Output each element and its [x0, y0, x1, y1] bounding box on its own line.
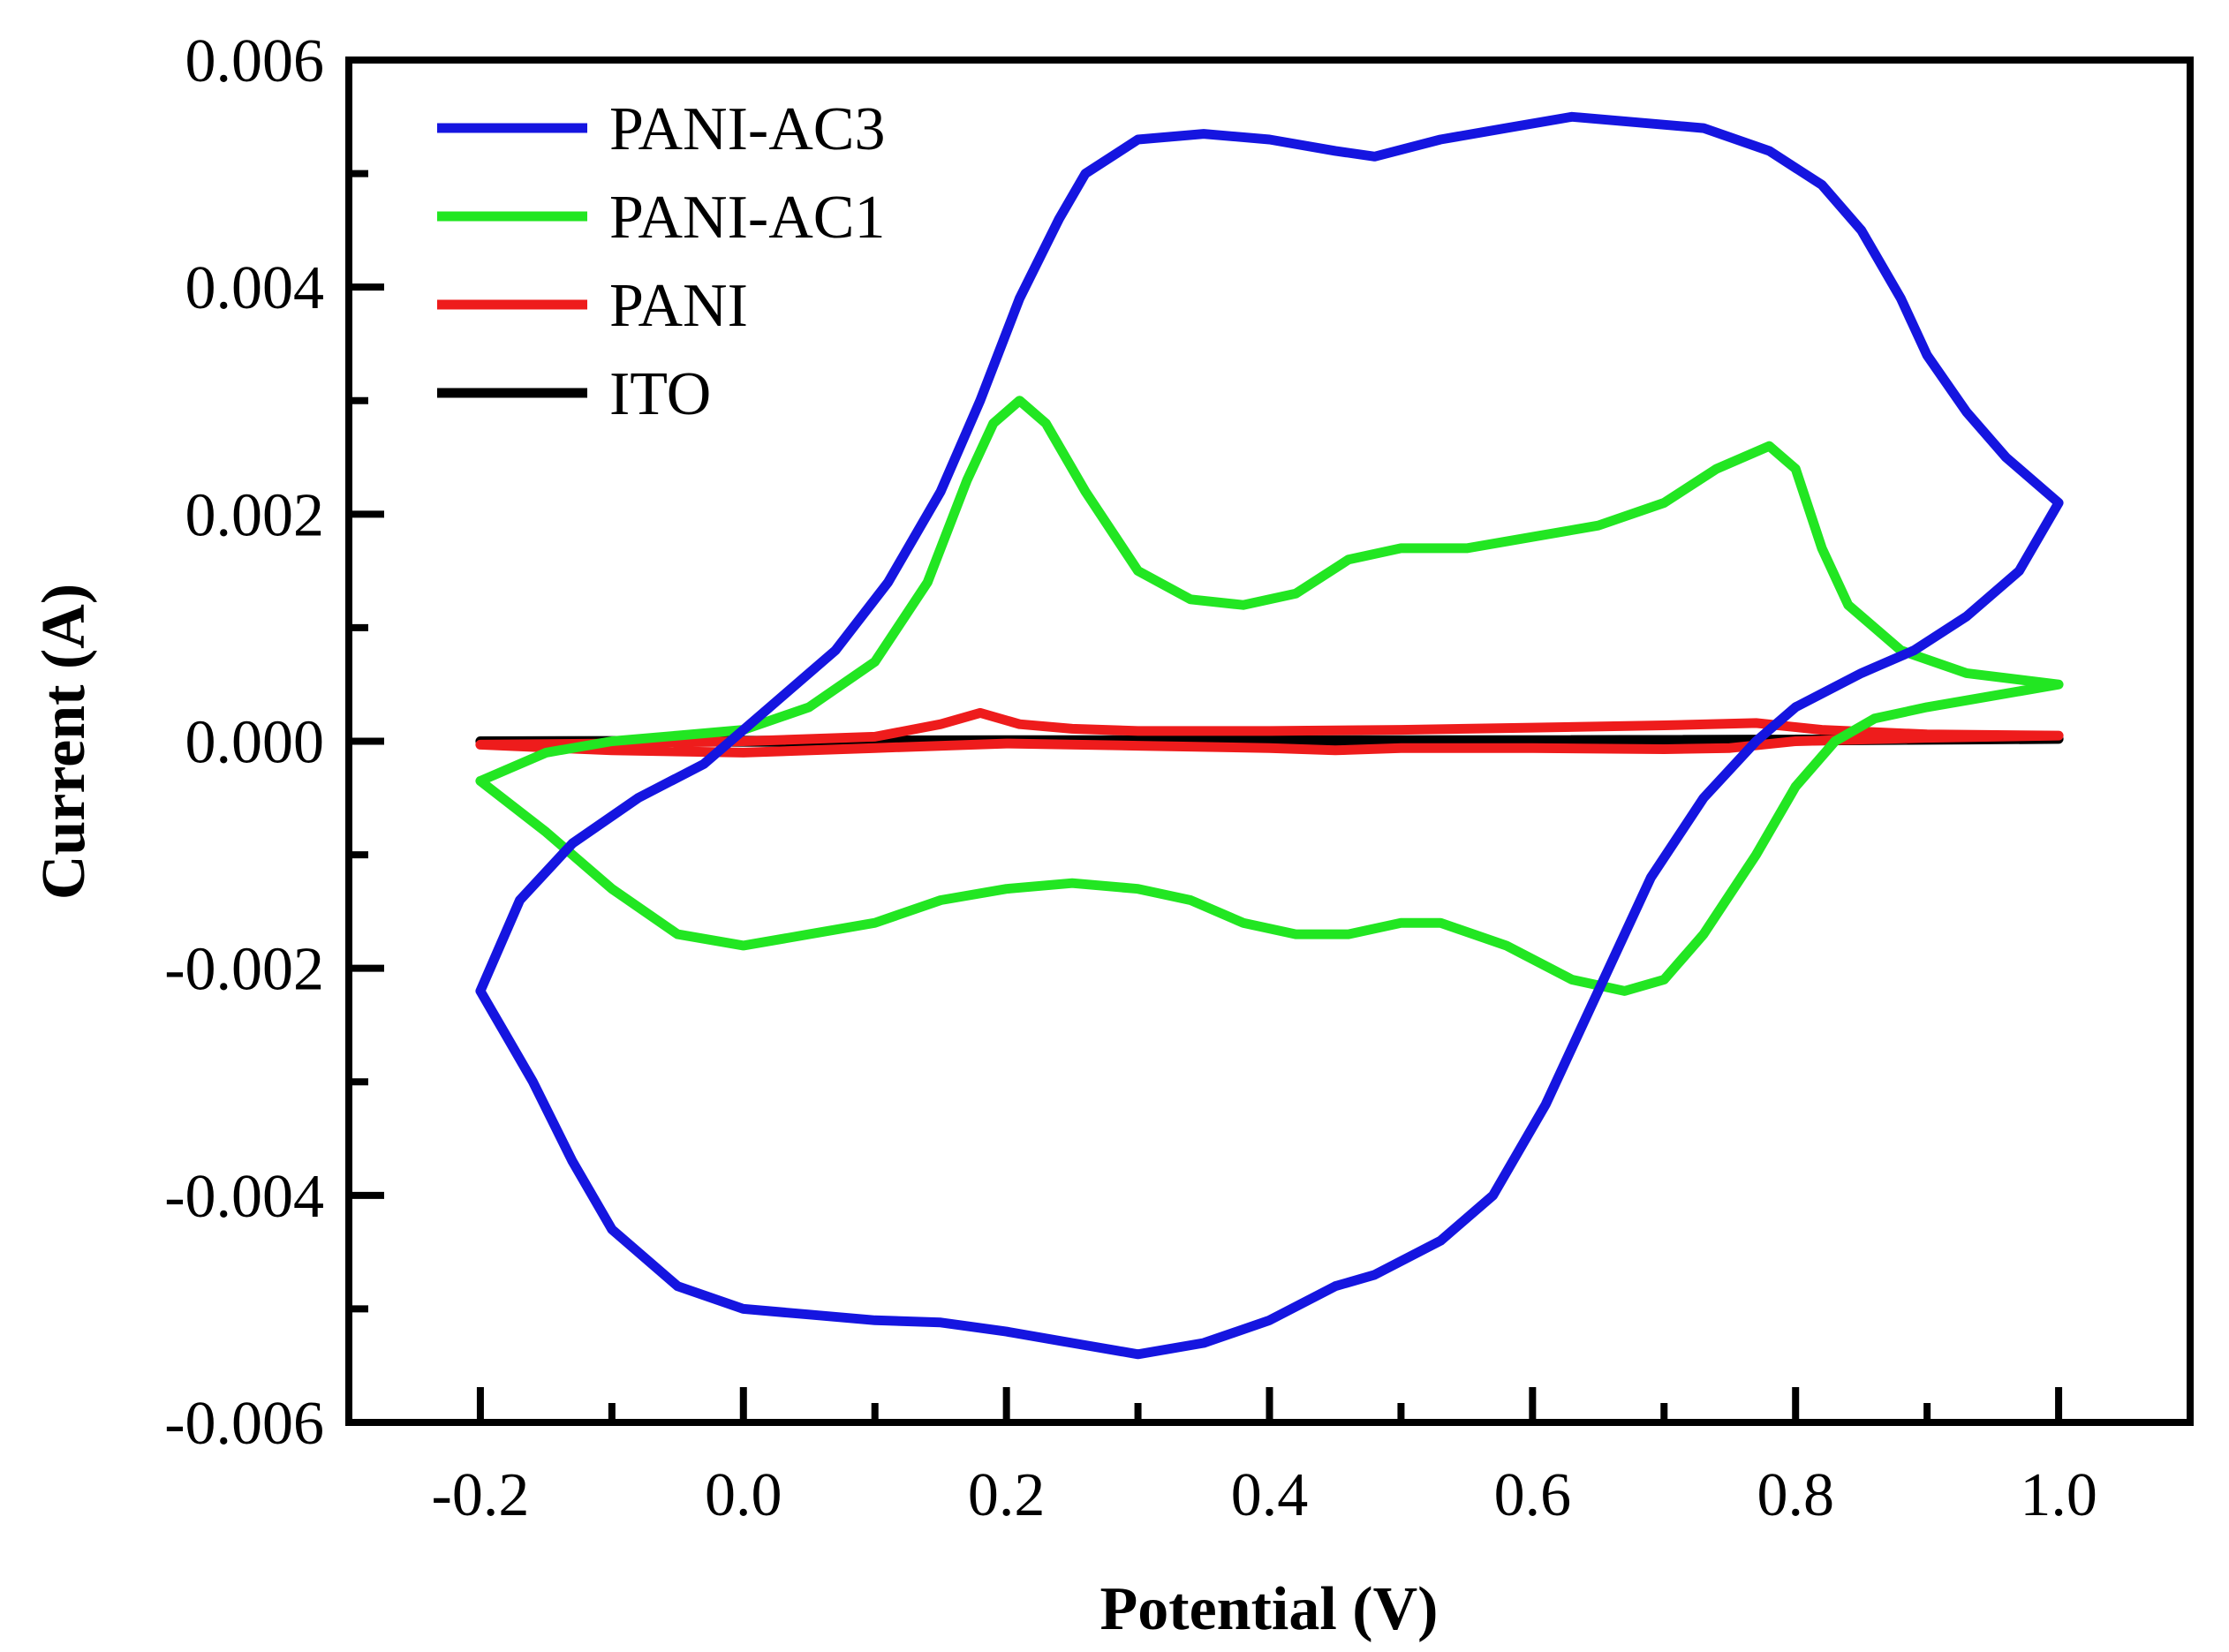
series-line-pani [475, 707, 2064, 758]
x-tick-label: 0.0 [705, 1461, 782, 1529]
y-tick-label: 0.006 [185, 27, 325, 95]
y-tick-label: -0.006 [164, 1390, 324, 1458]
legend-label-pani-ac3: PANI-AC3 [609, 95, 885, 163]
y-tick-label: 0.000 [185, 709, 325, 777]
x-tick-label: 0.2 [968, 1461, 1046, 1529]
legend: PANI-AC3 PANI-AC1 PANI ITO [437, 95, 885, 428]
legend-label-ito: ITO [609, 360, 711, 428]
legend-label-pani-ac1: PANI-AC1 [609, 184, 885, 252]
series-line-pani-ac1 [475, 396, 2064, 996]
legend-label-pani: PANI [609, 272, 748, 340]
x-tick-label: -0.2 [432, 1461, 530, 1529]
y-axis: -0.006 -0.004 -0.002 0.000 0.002 0.004 0.006 [164, 27, 384, 1458]
y-tick-label: 0.002 [185, 481, 325, 549]
y-tick-label: -0.002 [164, 936, 324, 1004]
x-tick-label: 0.6 [1494, 1461, 1572, 1529]
series-line-pani-ac3 [475, 111, 2064, 1360]
x-tick-label: 1.0 [2020, 1461, 2097, 1529]
x-tick-label: 0.8 [1757, 1461, 1834, 1529]
y-tick-label: -0.004 [164, 1163, 324, 1231]
y-tick-label: 0.004 [185, 254, 325, 322]
x-tick-label: 0.4 [1231, 1461, 1309, 1529]
series-layer [475, 111, 2064, 1360]
x-axis-title: Potential (V) [1100, 1575, 1439, 1643]
y-axis-title: Current (A) [30, 584, 98, 900]
x-axis: -0.2 0.0 0.2 0.4 0.6 0.8 1.0 [432, 1387, 2097, 1529]
